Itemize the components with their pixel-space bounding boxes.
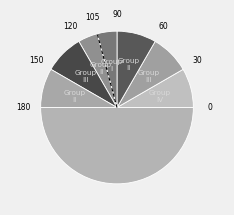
Text: 30: 30 <box>193 56 203 65</box>
Wedge shape <box>117 69 193 108</box>
Text: Group
III: Group III <box>137 70 159 83</box>
Wedge shape <box>41 69 117 108</box>
Text: Group
I: Group I <box>100 59 123 72</box>
Wedge shape <box>51 41 117 108</box>
Wedge shape <box>79 34 117 108</box>
Wedge shape <box>117 41 183 108</box>
Wedge shape <box>41 108 193 184</box>
Text: Group
II: Group II <box>63 89 85 103</box>
Text: 105: 105 <box>86 13 100 22</box>
Text: 120: 120 <box>63 22 78 31</box>
Text: 180: 180 <box>17 103 31 112</box>
Text: Group
III: Group III <box>75 70 97 83</box>
Text: Group
IV: Group IV <box>149 89 171 103</box>
Text: 150: 150 <box>29 56 44 65</box>
Text: Group
II: Group II <box>90 62 112 75</box>
Text: 60: 60 <box>159 22 168 31</box>
Text: 0: 0 <box>208 103 212 112</box>
Text: Group
II: Group II <box>117 58 139 71</box>
Text: 90: 90 <box>112 10 122 19</box>
Wedge shape <box>117 31 155 108</box>
Wedge shape <box>97 31 117 108</box>
